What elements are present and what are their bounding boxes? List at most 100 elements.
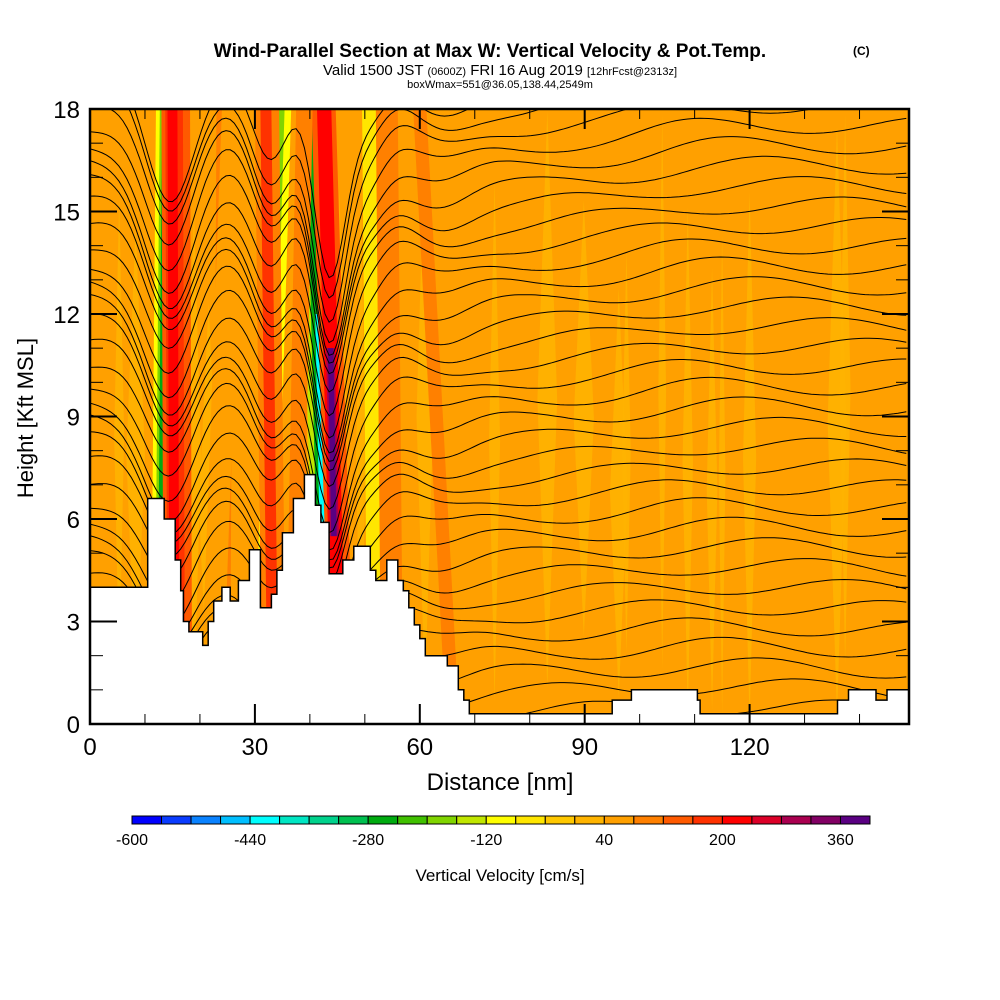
y-tick-label: 15 — [53, 200, 80, 227]
colorbar-tick-label: -280 — [352, 832, 384, 849]
colorbar-label: Vertical Velocity [cm/s] — [415, 866, 584, 885]
colorbar-swatch — [751, 815, 782, 825]
colorbar-swatch — [161, 815, 192, 825]
vertical-velocity-band — [199, 109, 244, 724]
field-shading — [573, 200, 594, 637]
colorbar-swatch — [810, 815, 841, 825]
pot-temp-contour — [90, 217, 907, 417]
colorbar-swatch — [338, 815, 369, 825]
x-tick-label: 90 — [571, 734, 598, 761]
colorbar-swatch — [426, 815, 458, 825]
pot-temp-contours — [90, 109, 907, 724]
y-tick-label: 9 — [67, 405, 80, 432]
pot-temp-contour — [90, 414, 907, 569]
colorbar-swatch — [544, 815, 576, 825]
field-shading — [718, 233, 726, 716]
pot-temp-contour — [90, 376, 907, 551]
subtitle-valid: Valid 1500 JST — [323, 62, 423, 79]
pot-temp-contour — [90, 136, 907, 356]
y-tick-label: 3 — [67, 610, 80, 637]
x-tick-label: 120 — [730, 734, 770, 761]
x-axis-label: Distance [nm] — [427, 769, 574, 796]
field-shading — [114, 197, 125, 674]
colorbar-swatch — [456, 815, 487, 825]
colorbar-swatch — [397, 815, 428, 825]
y-tick-label: 18 — [53, 97, 80, 124]
colorbar-swatch — [603, 815, 635, 825]
field-shading — [670, 138, 689, 675]
subtitle-date: FRI 16 Aug 2019 — [470, 62, 583, 79]
pot-temp-contour — [90, 479, 907, 628]
colorbar-swatch — [692, 815, 723, 825]
terrain — [90, 473, 909, 724]
field-shading — [743, 191, 757, 724]
colorbar-swatch — [839, 815, 871, 825]
pot-temp-contour — [90, 313, 907, 488]
field-shading — [126, 226, 145, 683]
subtitle-utc: (0600Z) — [428, 66, 467, 78]
field-shading — [404, 196, 418, 698]
pot-temp-contour — [90, 516, 907, 659]
field-shading — [537, 110, 558, 689]
colorbar-swatch — [131, 815, 163, 825]
field-shading — [646, 275, 657, 708]
field-shading — [706, 267, 718, 711]
pot-temp-contour — [90, 396, 907, 561]
pot-temp-contour — [90, 276, 907, 462]
x-tick-label: 60 — [406, 734, 433, 761]
field-shading — [489, 180, 501, 703]
pot-temp-contour — [90, 431, 907, 583]
colorbar-swatch — [515, 815, 546, 825]
pot-temp-contour — [90, 294, 907, 472]
colorbar-swatch — [574, 815, 605, 825]
field-shading — [622, 250, 631, 655]
pot-temp-contour — [108, 109, 815, 323]
colorbar-swatch — [367, 815, 399, 825]
chart-subtitle: Valid 1500 JST (0600Z) FRI 16 Aug 2019 [… — [323, 62, 677, 79]
colorbar-swatch — [662, 815, 694, 825]
pot-temp-contour — [90, 237, 907, 439]
vertical-velocity-core — [327, 348, 337, 537]
colorbar-swatch — [485, 815, 517, 825]
pot-temp-contour — [90, 715, 906, 724]
colorbar-swatch — [279, 815, 310, 825]
y-axis-label: Height [Kft MSL] — [13, 338, 38, 498]
pot-temp-contour — [90, 155, 907, 364]
field-shading — [827, 125, 847, 718]
pot-temp-contour — [90, 550, 907, 678]
field-shading — [803, 236, 820, 698]
pot-temp-contour — [90, 174, 907, 375]
y-tick-label: 6 — [67, 507, 80, 534]
colorbar-swatch — [780, 815, 812, 825]
chart-subtitle-2: boxWmax=551@36.05,138.44,2549m — [407, 79, 593, 91]
subtitle-forecast: [12hrFcst@2313z] — [587, 66, 677, 78]
pot-temp-contour — [90, 535, 907, 667]
colorbar-swatch — [308, 815, 340, 825]
colorbar-tick-label: -120 — [470, 832, 502, 849]
pot-temp-contour — [90, 358, 907, 534]
colorbar: -600 -440 -280 -120 40 200 360 — [116, 815, 871, 849]
x-tick-label: 0 — [83, 734, 96, 761]
colorbar-tick-label: 40 — [595, 832, 613, 849]
field-shading — [186, 206, 202, 707]
axes: 0 30 60 90 120 0 3 6 9 12 15 18 — [53, 97, 911, 761]
colorbar-tick-label: -440 — [234, 832, 266, 849]
pot-temp-contour — [90, 337, 907, 510]
pot-temp-contour — [90, 256, 907, 454]
field-shading — [609, 288, 628, 698]
colorbar-tick-label: -600 — [116, 832, 148, 849]
colorbar-swatch — [721, 815, 753, 825]
colorbar-swatch — [220, 815, 251, 825]
x-tick-label: 30 — [242, 734, 269, 761]
y-tick-label: 12 — [53, 302, 80, 329]
copyright-mark: (C) — [853, 44, 870, 58]
pot-temp-contour — [90, 455, 907, 604]
pot-temp-contour — [90, 195, 907, 393]
y-tick-label: 0 — [67, 712, 80, 739]
chart-title: Wind-Parallel Section at Max W: Vertical… — [214, 41, 766, 62]
terrain-profile — [90, 473, 909, 724]
field-shading — [888, 193, 902, 712]
colorbar-swatch — [633, 815, 664, 825]
colorbar-tick-label: 360 — [827, 832, 854, 849]
